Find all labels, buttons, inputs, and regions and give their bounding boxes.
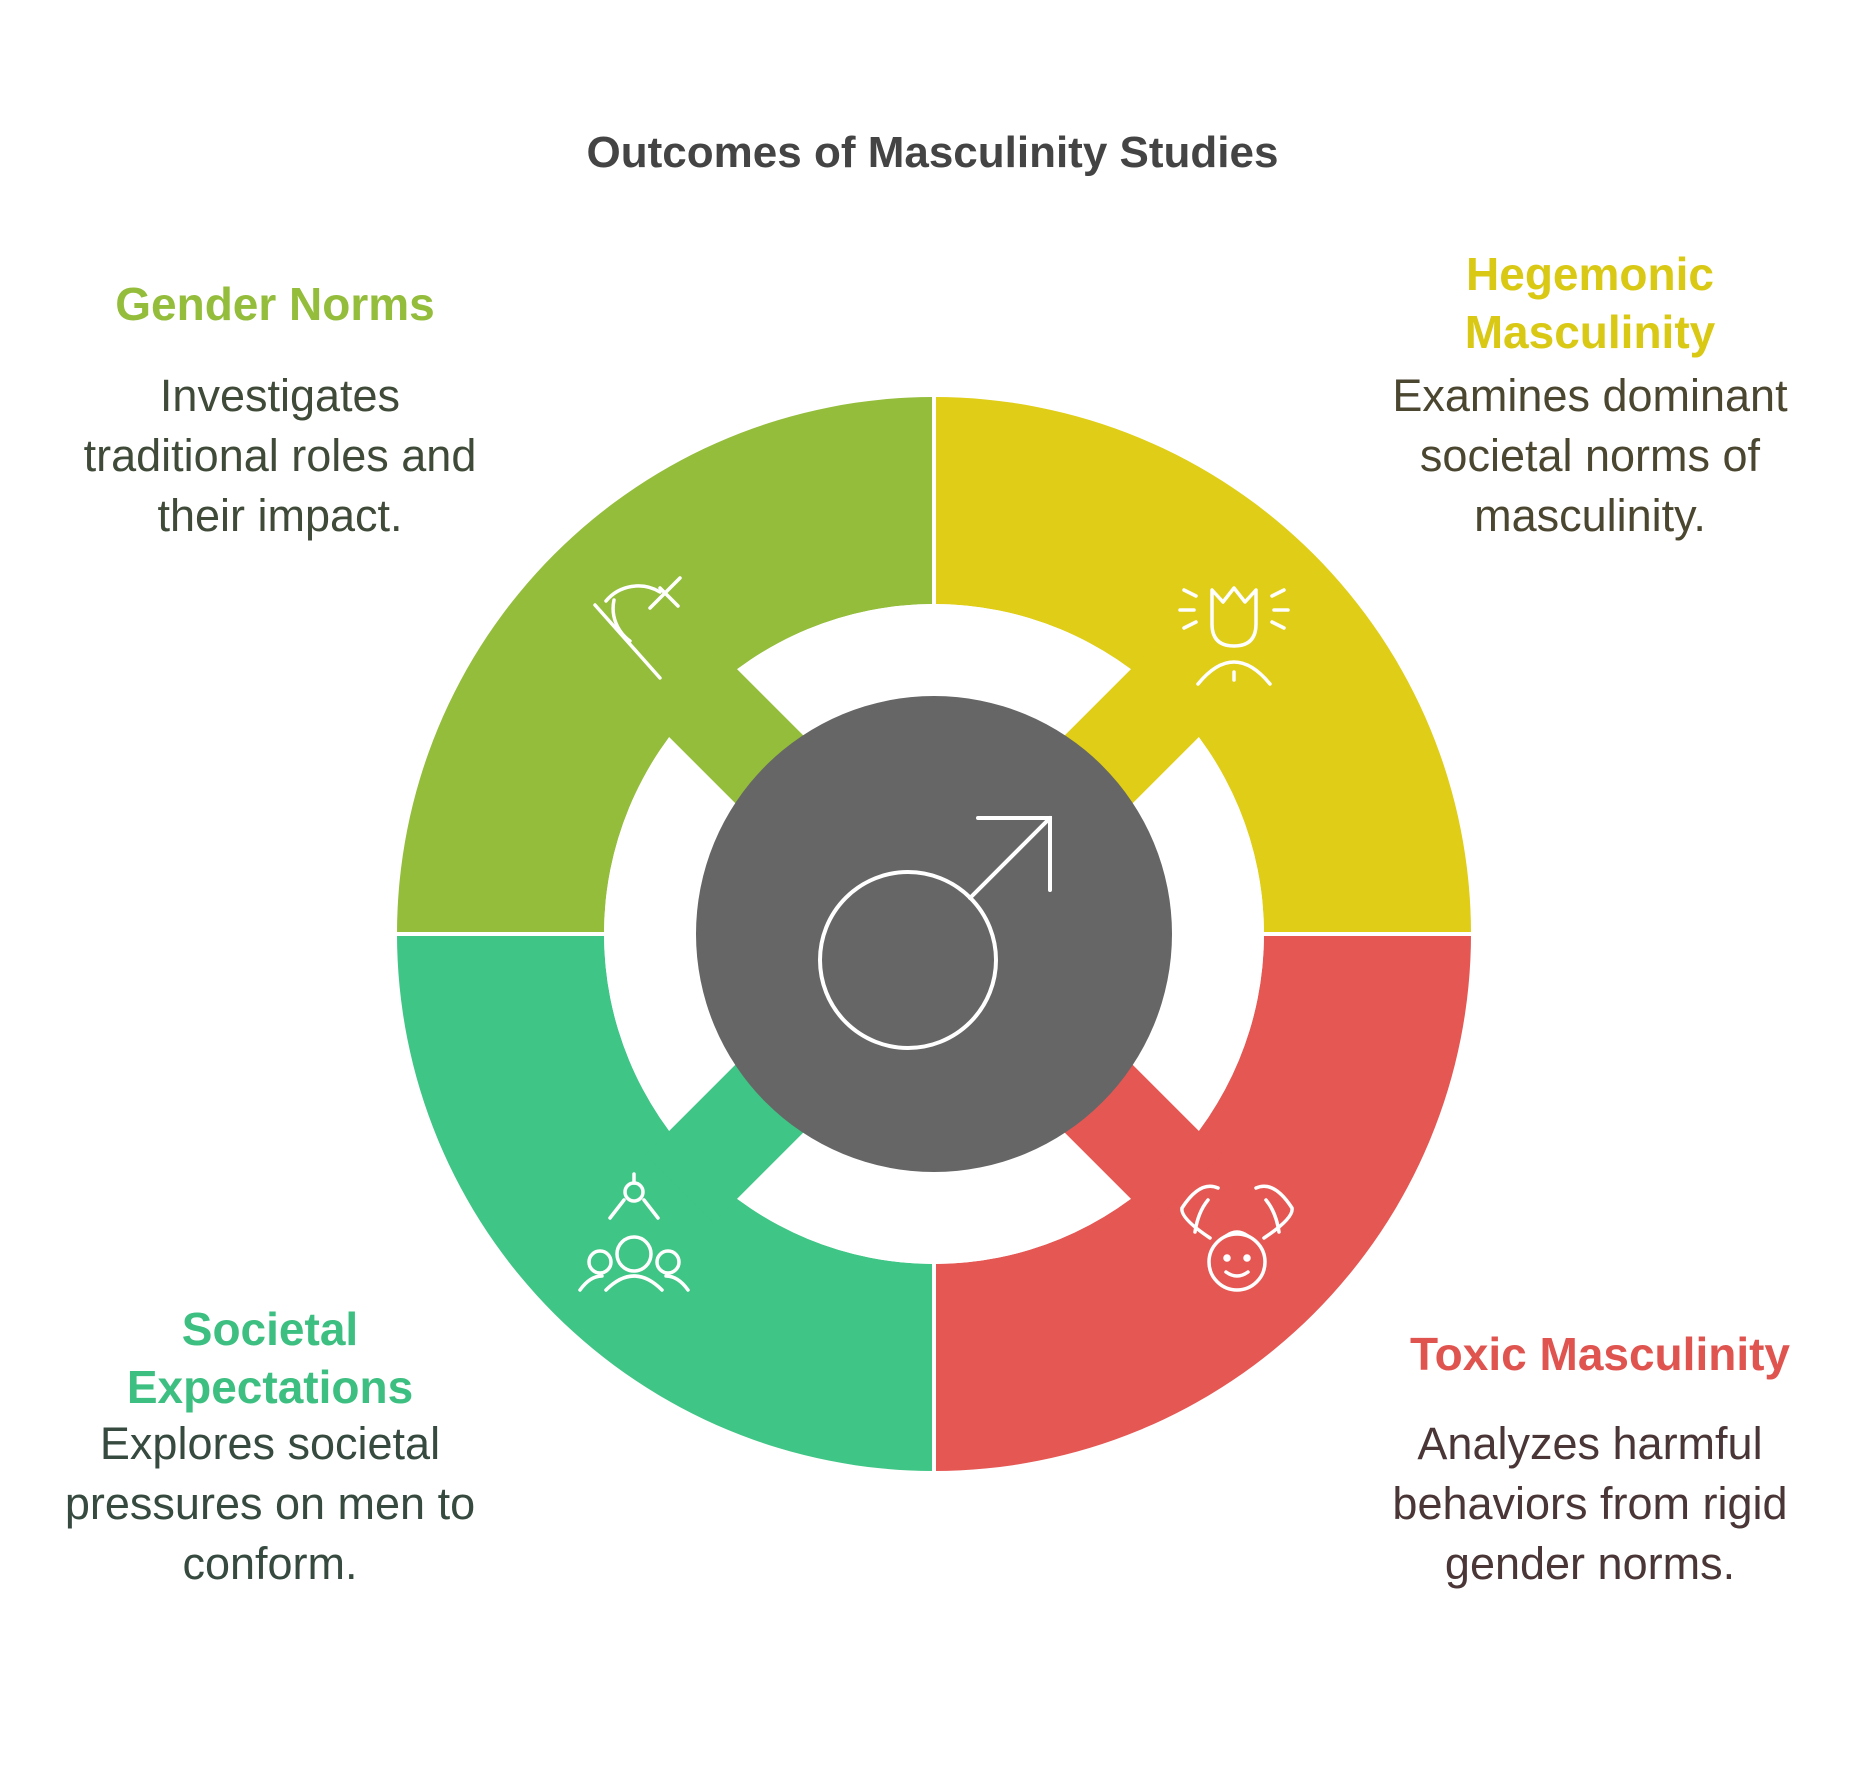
crowned-person-icon: [1178, 586, 1290, 686]
heading-gender-norms: Gender Norms: [115, 278, 435, 330]
segment-societal-expectations: [397, 934, 934, 1471]
heading-hegemonic-masculinity: Hegemonic Masculinity: [1464, 248, 1716, 358]
diagram-title: Outcomes of Masculinity Studies: [586, 128, 1279, 177]
male-symbol-icon: [818, 816, 1052, 1050]
crossed-gender-symbol-icon: [593, 576, 682, 680]
center-circle: [696, 696, 1172, 1172]
segment-toxic-masculinity: [934, 934, 1471, 1471]
heading-societal-expectations: Societal Expectations: [126, 1303, 414, 1413]
segment-gender-norms: [397, 397, 934, 934]
description-toxic-masculinity: Analyzes harmful behaviors from rigid ge…: [1392, 1418, 1788, 1589]
description-societal-expectations: Explores societal pressures on men to co…: [64, 1418, 476, 1589]
hands-around-face-icon: [1180, 1184, 1294, 1292]
description-gender-norms: Investigates traditional roles and their…: [83, 370, 477, 541]
group-pressure-icon: [578, 1172, 690, 1292]
segment-hegemonic-masculinity: [934, 397, 1471, 934]
description-hegemonic-masculinity: Examines dominant societal norms of masc…: [1392, 370, 1788, 541]
heading-toxic-masculinity: Toxic Masculinity: [1409, 1328, 1791, 1380]
